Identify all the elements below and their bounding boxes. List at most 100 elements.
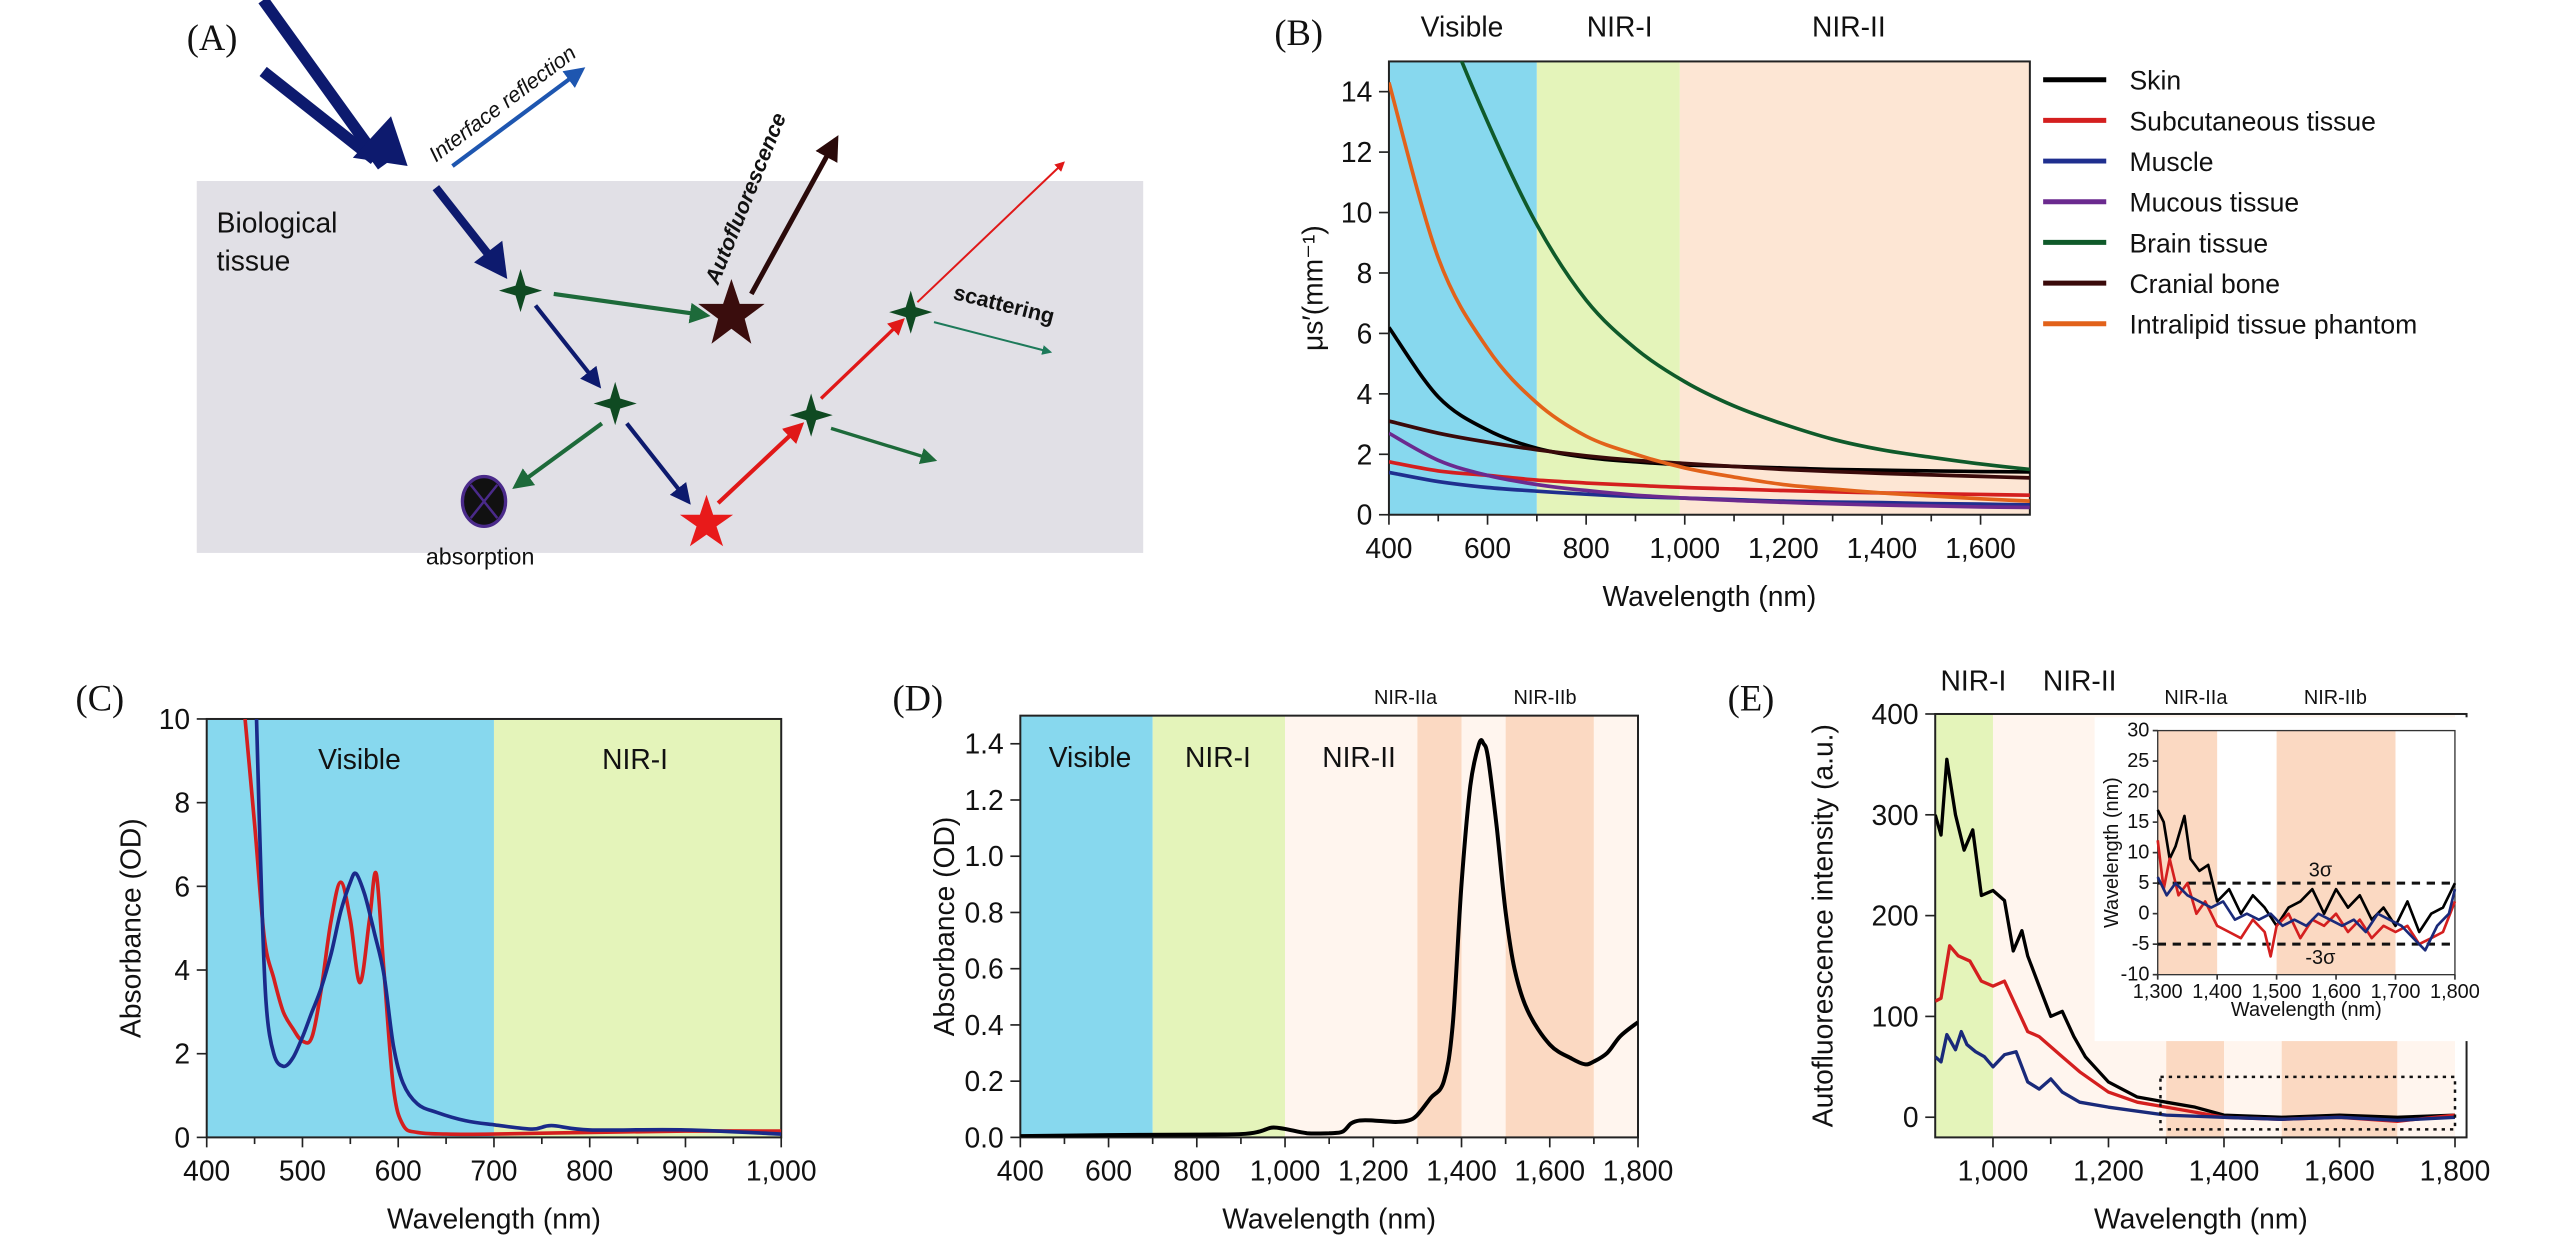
inset-y-tick-label: -5 <box>2132 933 2150 955</box>
scatter-node-icon <box>889 290 933 334</box>
green-scatter-arrow <box>553 291 711 324</box>
x-tick-label: 700 <box>470 1155 517 1187</box>
x-tick-label: 1,600 <box>2304 1155 2375 1187</box>
region-label: Visible <box>1049 741 1132 773</box>
inset-x-tick-label: 1,800 <box>2430 981 2480 1003</box>
series-line-mucous-tissue <box>1388 431 2030 510</box>
y-axis-label: μs′(mm⁻¹) <box>1297 225 1329 351</box>
y-tick-label: 400 <box>1872 698 1919 730</box>
x-axis-label: Wavelength (nm) <box>1602 580 1816 612</box>
region-label: NIR-I <box>1587 11 1653 43</box>
absorption-label: absorption <box>426 544 535 570</box>
red-emission-arrow-2 <box>819 318 905 400</box>
y-tick-label: 0 <box>1903 1101 1919 1133</box>
absorption-icon <box>460 474 508 529</box>
y-tick-label: 200 <box>1872 900 1919 932</box>
region-gap <box>1461 715 1506 1138</box>
region-nir-ii <box>1679 61 2030 515</box>
inset-sigma-label: -3σ <box>2305 947 2335 969</box>
plot-frame <box>1387 60 2031 516</box>
x-tick-label: 600 <box>375 1155 422 1187</box>
x-tick-label: 600 <box>1085 1155 1132 1187</box>
biological-tissue-region <box>196 180 1144 553</box>
y-tick-label: 6 <box>174 870 190 902</box>
red-exit-arrow <box>916 161 1065 303</box>
inset-chart: 1,300 1,400 1,500 1,600 1,700 1,800 -10 -5 0 5 10 1… <box>2094 717 2480 1042</box>
x-tick-label: 1,200 <box>2073 1155 2144 1187</box>
x-tick-label: 400 <box>183 1155 230 1187</box>
y-tick-label: 1.0 <box>964 840 1003 872</box>
x-tick-label: 1,400 <box>2189 1155 2260 1187</box>
y-tick-label: 10 <box>159 703 190 735</box>
x-tick-label: 800 <box>1563 532 1610 564</box>
region-label: Visible <box>318 743 401 775</box>
region-label: NIR-IIb <box>1513 687 1576 709</box>
y-axis-label: Absorbance (OD) <box>928 817 960 1037</box>
region-label: NIR-IIa <box>1374 687 1438 709</box>
x-tick-label: 400 <box>997 1155 1044 1187</box>
y-tick-label: 4 <box>174 954 190 986</box>
inset-x-tick-label: 1,300 <box>2133 981 2183 1003</box>
inset-y-tick-label: 25 <box>2127 750 2149 772</box>
y-axis-label: Absorbance (OD) <box>114 818 146 1038</box>
inset-x-tick-label: 1,600 <box>2311 981 2361 1003</box>
chart-c: (C) Visible NIR-I 400 500 600 700 800 900 1,000 0… <box>76 678 817 1235</box>
panel-a: (A) Biological tissue Interface reflecti… <box>187 0 1144 570</box>
inset-y-tick-label: 15 <box>2127 811 2149 833</box>
panel-b-letter: (B) <box>1274 12 1323 53</box>
inset-region <box>2276 730 2396 975</box>
y-tick-label: 12 <box>1341 136 1372 168</box>
y-tick-label: 1.2 <box>964 784 1003 816</box>
x-tick-label: 1,000 <box>1250 1155 1321 1187</box>
region-nir-iib <box>1505 715 1594 1138</box>
legend-label: Muscle <box>2129 147 2213 177</box>
y-tick-label: 4 <box>1357 378 1373 410</box>
region-label: NIR-I <box>1185 741 1251 773</box>
region-label: NIR-II <box>2043 665 2117 697</box>
panel-d-letter: (D) <box>892 678 943 719</box>
region-nir-i <box>1536 61 1680 515</box>
legend-label: Cranial bone <box>2129 269 2280 299</box>
series-line-water <box>1020 738 1639 1138</box>
x-axis-label: Wavelength (nm) <box>2094 1203 2308 1235</box>
x-tick-label: 1,800 <box>2420 1155 2491 1187</box>
x-tick-label: 1,600 <box>1514 1155 1585 1187</box>
y-tick-label: 8 <box>174 787 190 819</box>
y-tick-label: 8 <box>1357 257 1373 289</box>
series-line-brain-tissue <box>1459 61 2030 472</box>
x-tick-label: 1,000 <box>1958 1155 2029 1187</box>
series-line-blue <box>1935 1029 2456 1122</box>
incident-arrowhead-icon <box>352 116 408 167</box>
region-nir-ii <box>1285 715 1418 1138</box>
chart-d: (D) Visible NIR-I NIR-II NIR-IIa NIR-IIb 400 6… <box>892 678 1673 1235</box>
series-line-oxyhemoglobin <box>243 718 782 1137</box>
green-to-absorption-arrow <box>512 421 604 489</box>
inset-y-tick-label: 20 <box>2127 780 2149 802</box>
y-tick-label: 6 <box>1357 317 1373 349</box>
y-tick-label: 10 <box>1341 196 1372 228</box>
legend-label: Subcutaneous tissue <box>2129 106 2375 136</box>
x-tick-label: 400 <box>1365 532 1412 564</box>
reflection-arrow <box>451 67 586 168</box>
x-tick-label: 1,000 <box>1649 532 1720 564</box>
x-tick-label: 1,600 <box>1945 532 2016 564</box>
inset-y-tick-label: 10 <box>2127 841 2149 863</box>
y-tick-label: 0 <box>174 1121 190 1153</box>
x-tick-label: 900 <box>662 1155 709 1187</box>
series-line-cranial-bone <box>1388 419 2030 480</box>
x-tick-label: 800 <box>1173 1155 1220 1187</box>
tissue-label-line2: tissue <box>217 245 291 277</box>
region-label: NIR-I <box>1940 665 2006 697</box>
inset-y-tick-label: 0 <box>2138 902 2149 924</box>
inset-x-tick-label: 1,700 <box>2371 981 2421 1003</box>
y-tick-label: 2 <box>1357 438 1373 470</box>
incident-beam <box>259 66 379 164</box>
x-tick-label: 1,200 <box>1748 532 1819 564</box>
x-tick-label: 600 <box>1464 532 1511 564</box>
inset-y-tick-label: 5 <box>2138 872 2149 894</box>
panel-e-letter: (E) <box>1728 678 1775 719</box>
green-scatter-arrow-2 <box>830 426 938 464</box>
inset-series-line <box>2156 876 2457 952</box>
autofluorescence-arrow <box>749 135 839 296</box>
